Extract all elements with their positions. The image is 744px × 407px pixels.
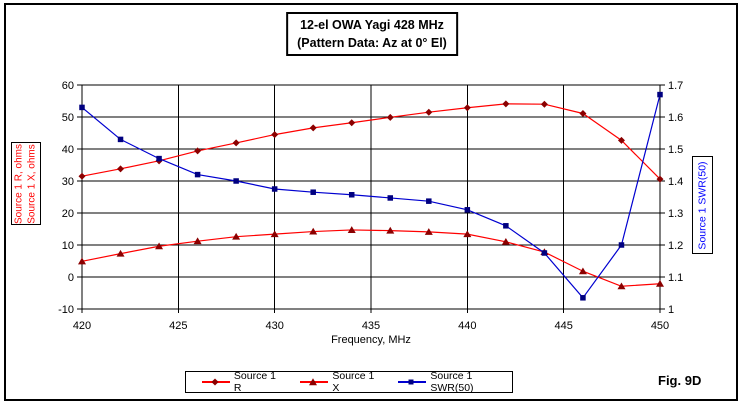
svg-text:425: 425 xyxy=(169,320,187,332)
left-axis-label-x: Source 1 X, ohms xyxy=(26,143,37,224)
svg-text:1.2: 1.2 xyxy=(668,240,683,252)
legend: Source 1 R Source 1 X Source 1 SWR(50) xyxy=(185,370,513,394)
svg-text:-10: -10 xyxy=(58,304,74,316)
svg-text:20: 20 xyxy=(62,208,74,220)
svg-text:1.5: 1.5 xyxy=(668,144,683,156)
svg-text:0: 0 xyxy=(68,272,74,284)
chart-subtitle: (Pattern Data: Az at 0° El) xyxy=(297,36,447,50)
left-axis-label-r: Source 1 R, ohms xyxy=(13,143,24,224)
title-box: 12-el OWA Yagi 428 MHz (Pattern Data: Az… xyxy=(286,12,458,56)
legend-item-source1-x: Source 1 X xyxy=(300,370,380,394)
line-square-marker-icon xyxy=(398,378,427,387)
right-axis-label-box: Source 1 SWR(50) xyxy=(692,156,713,254)
svg-text:1.7: 1.7 xyxy=(668,80,683,92)
svg-text:1.6: 1.6 xyxy=(668,112,683,124)
svg-text:445: 445 xyxy=(554,320,572,332)
x-axis-label: Frequency, MHz xyxy=(331,334,411,346)
line-triangle-marker-icon xyxy=(300,378,329,387)
svg-text:50: 50 xyxy=(62,112,74,124)
svg-text:1.4: 1.4 xyxy=(668,176,683,188)
svg-text:440: 440 xyxy=(458,320,476,332)
svg-text:1.3: 1.3 xyxy=(668,208,683,220)
line-diamond-marker-icon xyxy=(202,378,230,387)
svg-text:430: 430 xyxy=(265,320,283,332)
legend-label-source1-r: Source 1 R xyxy=(233,370,276,394)
svg-text:40: 40 xyxy=(62,144,74,156)
svg-text:60: 60 xyxy=(62,80,74,92)
svg-text:10: 10 xyxy=(62,240,74,252)
legend-label-source1-swr: Source 1 SWR(50) xyxy=(430,370,474,394)
svg-text:1.1: 1.1 xyxy=(668,272,683,284)
svg-text:450: 450 xyxy=(651,320,669,332)
svg-text:435: 435 xyxy=(362,320,380,332)
legend-item-source1-swr: Source 1 SWR(50) xyxy=(398,370,512,394)
svg-text:420: 420 xyxy=(73,320,91,332)
left-axis-label-box: Source 1 R, ohms Source 1 X, ohms xyxy=(11,142,41,225)
legend-label-source1-x: Source 1 X xyxy=(332,370,375,394)
svg-text:30: 30 xyxy=(62,176,74,188)
svg-text:1: 1 xyxy=(668,304,674,316)
chart-title: 12-el OWA Yagi 428 MHz xyxy=(300,18,444,32)
right-axis-label: Source 1 SWR(50) xyxy=(696,160,708,250)
figure-number-label: Fig. 9D xyxy=(658,373,702,388)
legend-item-source1-r: Source 1 R xyxy=(202,370,282,394)
